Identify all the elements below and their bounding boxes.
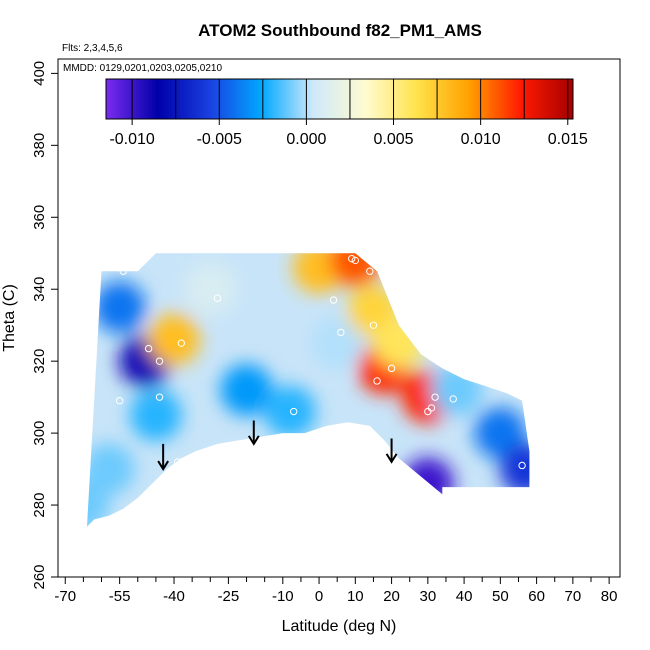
colorbar-tick-label: -0.010: [109, 131, 154, 148]
sample-point: [115, 397, 124, 405]
colorbar-ticks: -0.010 -0.005 0.000 0.005 0.010 0.015: [109, 79, 588, 148]
x-tick-label: -10: [272, 588, 294, 605]
colorbar-scale: [105, 78, 574, 120]
x-tick-label: -55: [109, 588, 131, 605]
field-value: [87, 479, 110, 527]
y-tick-label: 380: [31, 133, 48, 158]
field-value: [148, 313, 201, 366]
x-axis: -70 -55 -40 -25 -10 0 10 20 30 40 50 60 70 80: [54, 577, 617, 605]
field-value: [93, 281, 146, 334]
sample-point: [155, 357, 164, 365]
sample-point: [366, 267, 374, 275]
sample-point: [431, 393, 439, 401]
arrow-marker: [157, 443, 169, 471]
x-tick-label: -70: [54, 588, 76, 605]
sample-point: [351, 256, 360, 265]
field-value: [499, 443, 530, 496]
x-tick-label: -25: [218, 588, 240, 605]
y-tick-label: 400: [31, 61, 48, 86]
x-tick-label: 20: [383, 588, 400, 605]
plot-frame: [57, 58, 621, 578]
y-tick-label: 280: [31, 493, 48, 518]
sample-point: [347, 254, 356, 263]
field-value: [372, 317, 425, 370]
field-value: [401, 457, 454, 510]
y-axis: 260 280 300 320 340 360 380 400: [31, 61, 58, 590]
x-tick-label: 30: [419, 588, 436, 605]
field-value: [311, 317, 364, 370]
field-blobs: [87, 253, 530, 527]
arrow-marker: [247, 420, 260, 446]
colorbar-tick-label: 0.005: [373, 131, 413, 148]
arrow-marker: [385, 438, 398, 464]
sample-points: [115, 254, 541, 489]
field-value: [430, 363, 483, 416]
arrows: [157, 420, 398, 471]
sample-point: [518, 461, 526, 470]
x-tick-label: 50: [492, 588, 509, 605]
sample-point: [333, 427, 341, 436]
sample-point: [289, 407, 298, 416]
field-value: [87, 443, 135, 496]
x-axis-label: Latitude (deg N): [282, 618, 397, 635]
field-value: [329, 253, 382, 287]
chart-title: ATOM2 Southbound f82_PM1_AMS: [198, 21, 482, 40]
sample-point: [173, 458, 182, 466]
sample-point: [329, 296, 338, 304]
colorbar-tick-label: 0.015: [548, 131, 588, 148]
colorbar-tick-label: 0.010: [461, 131, 501, 148]
x-tick-label: 40: [456, 588, 473, 605]
y-tick-label: 360: [31, 205, 48, 230]
field-value: [184, 263, 237, 316]
dates-note: MMDD: 0129,0201,0203,0205,0210: [63, 63, 222, 74]
sample-point: [369, 321, 378, 329]
colorbar: -0.010 -0.005 0.000 0.005 0.010 0.015: [105, 78, 588, 148]
x-tick-label: 80: [601, 588, 618, 605]
field-value: [220, 363, 273, 416]
x-tick-label: 10: [347, 588, 364, 605]
field-value: [474, 407, 527, 460]
colorbar-tick-label: 0.000: [286, 131, 326, 148]
sample-point: [373, 377, 381, 385]
x-tick-label: 0: [315, 588, 323, 605]
field-value: [129, 389, 182, 442]
colorbar-tick-label: -0.005: [197, 131, 242, 148]
flights-note: Flts: 2,3,4,5,6: [62, 43, 123, 54]
y-axis-label: Theta (C): [1, 284, 18, 352]
sample-point: [213, 294, 222, 302]
sample-point: [337, 328, 345, 337]
sample-point: [177, 339, 185, 347]
sample-point: [427, 404, 436, 412]
sample-point: [155, 393, 164, 401]
sample-point: [387, 364, 396, 373]
sample-point: [119, 267, 127, 275]
sample-point: [144, 344, 153, 353]
x-tick-label: -40: [163, 588, 185, 605]
sample-point: [449, 395, 457, 403]
sample-point: [532, 481, 541, 489]
y-tick-label: 340: [31, 277, 48, 302]
y-tick-label: 300: [31, 421, 48, 446]
y-tick-label: 260: [31, 564, 48, 589]
y-tick-label: 320: [31, 349, 48, 374]
x-tick-label: 60: [528, 588, 545, 605]
x-tick-label: 70: [565, 588, 582, 605]
